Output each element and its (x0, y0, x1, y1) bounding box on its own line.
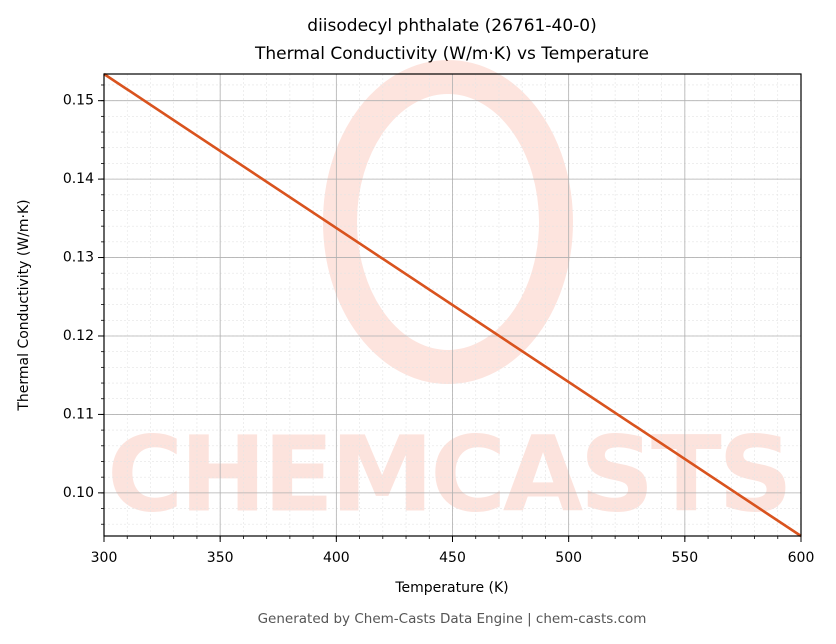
y-tick-label: 0.11 (63, 406, 94, 422)
x-axis-label: Temperature (K) (394, 580, 508, 596)
y-tick-label: 0.14 (63, 171, 94, 187)
y-tick-label: 0.13 (63, 250, 94, 266)
watermark: CHEMCASTS (107, 413, 797, 535)
footer: Generated by Chem-Casts Data Engine | ch… (258, 611, 647, 627)
chart-title: diisodecyl phthalate (26761-40-0) (307, 16, 596, 36)
x-tick-label: 550 (671, 550, 698, 566)
y-tick-label: 0.12 (63, 328, 94, 344)
plot-frame (103, 73, 802, 537)
y-tick-label: 0.15 (63, 93, 94, 109)
x-tick-label: 300 (91, 550, 118, 566)
x-tick-label: 400 (323, 550, 350, 566)
watermark-logo (323, 60, 573, 384)
chart-title: Thermal Conductivity (W/m·K) vs Temperat… (254, 44, 649, 64)
x-tick-label: 350 (207, 550, 234, 566)
x-tick-label: 600 (788, 550, 815, 566)
x-tick-label: 500 (555, 550, 582, 566)
data-line (103, 72, 802, 538)
y-axis-label: Thermal Conductivity (W/m·K) (16, 199, 32, 411)
y-tick-label: 0.10 (63, 485, 94, 501)
x-tick-label: 450 (439, 550, 466, 566)
